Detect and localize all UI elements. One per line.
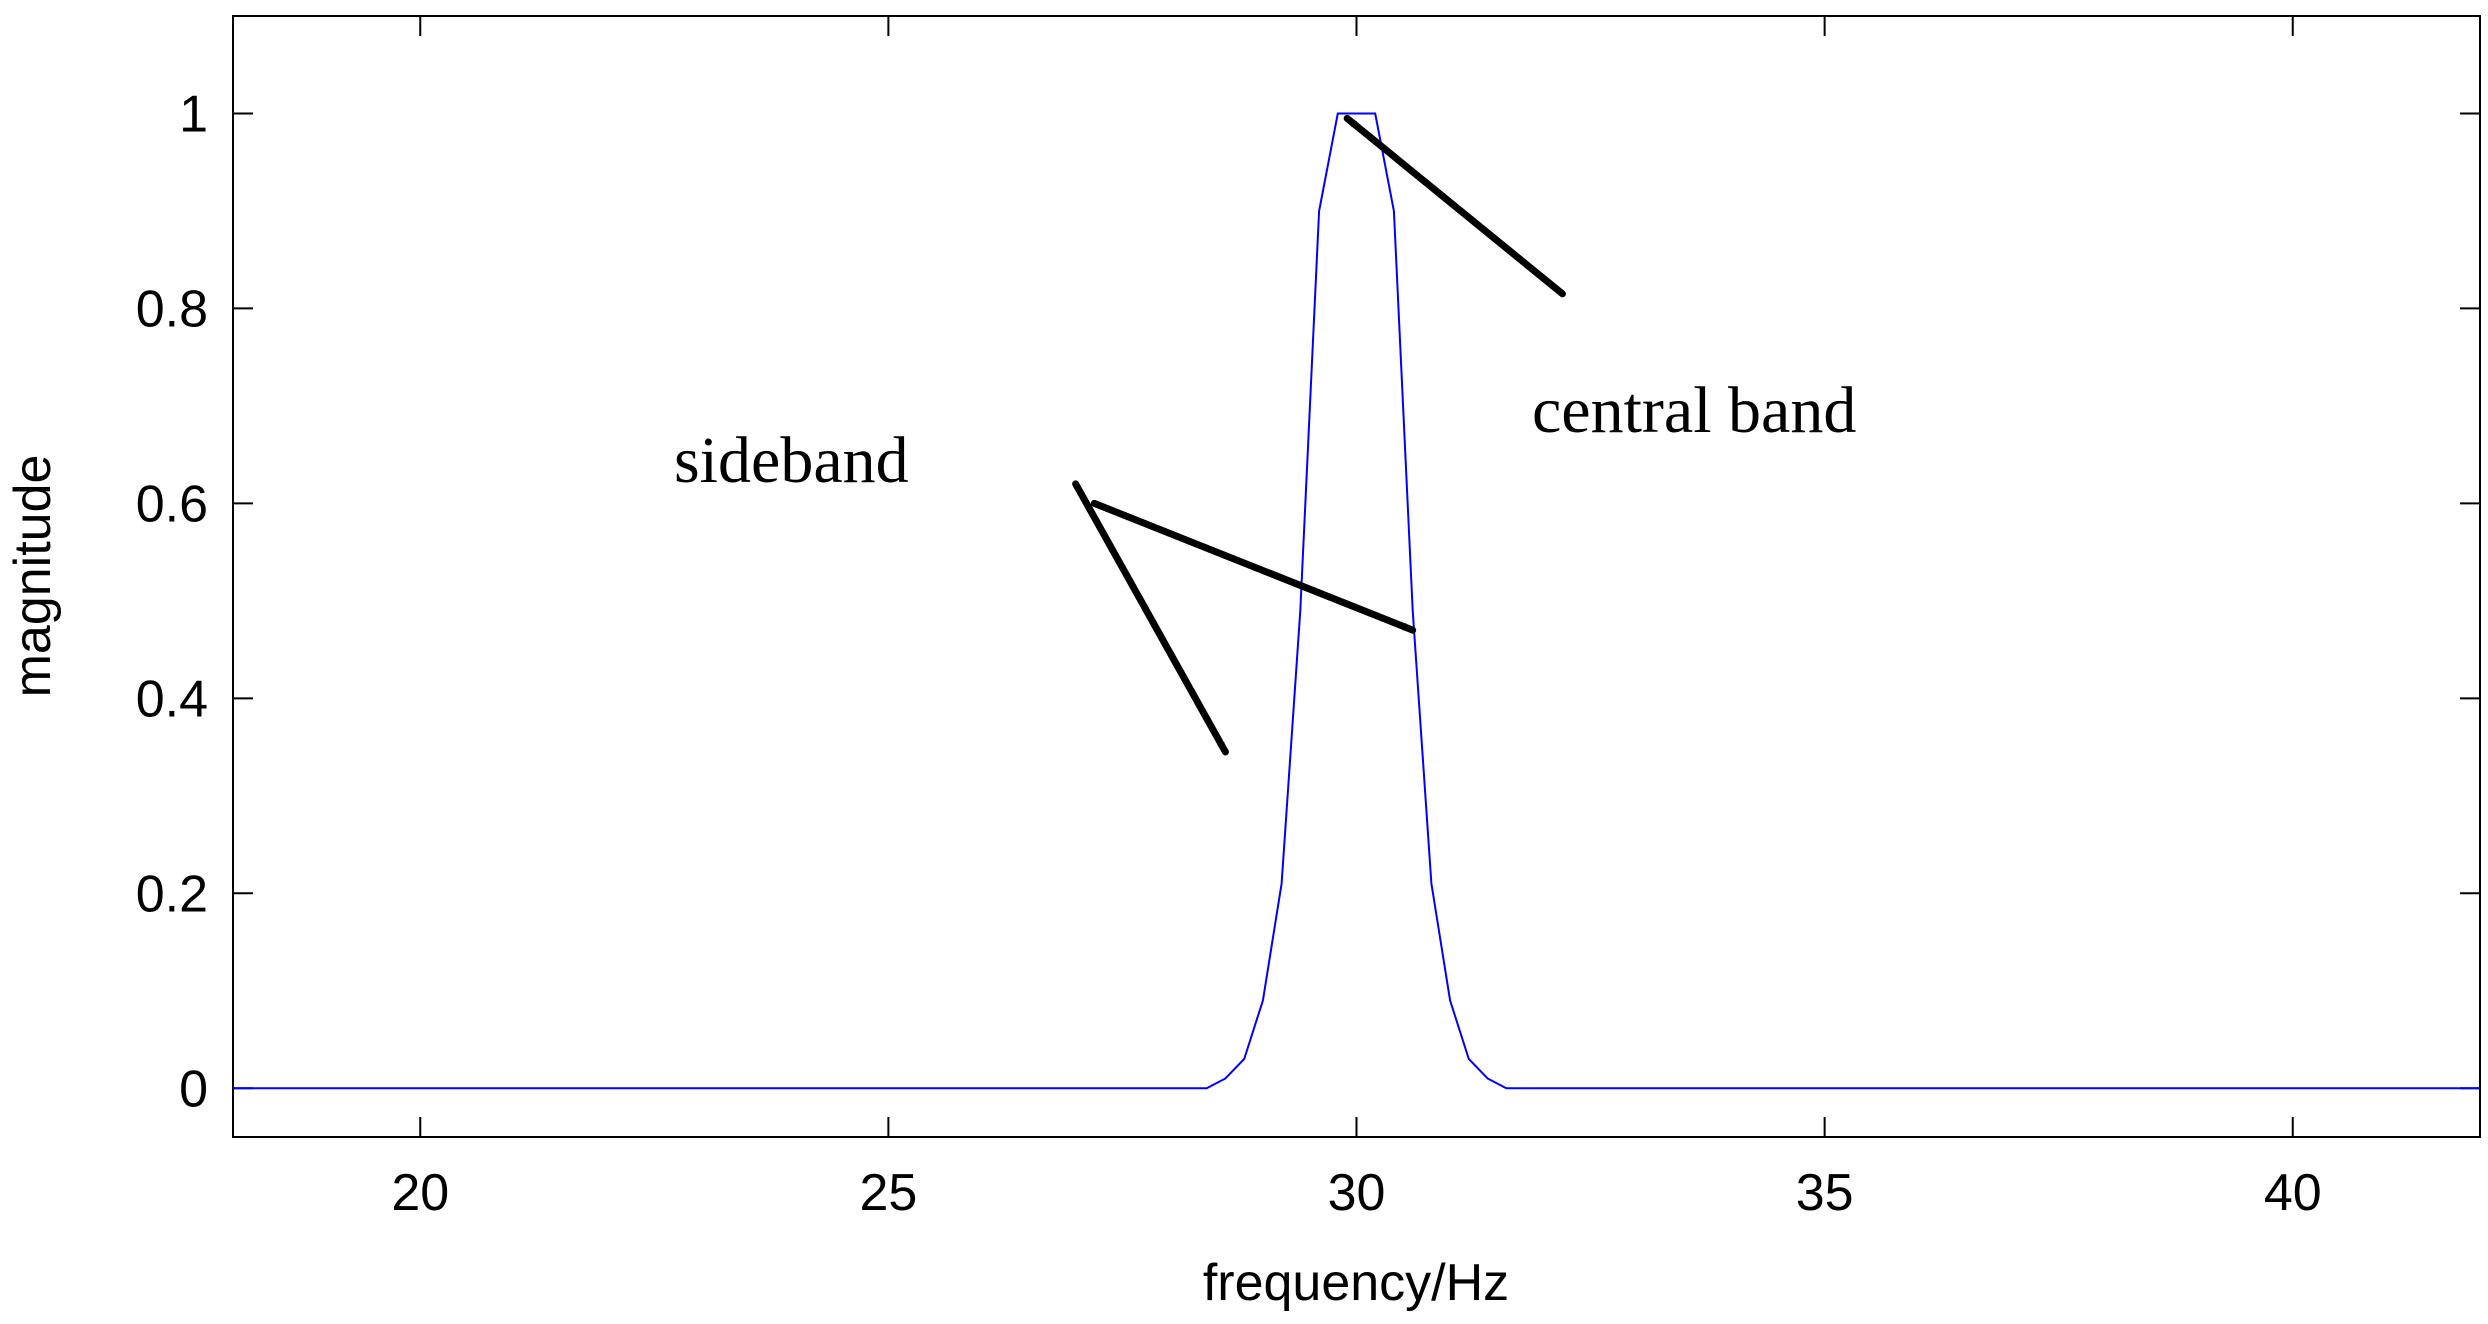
plot-area (232, 15, 2481, 1138)
y-axis-ticks: 0 0.2 0.4 0.6 0.8 1 (136, 85, 2480, 1118)
x-axis-ticks: 20 25 30 35 40 (391, 16, 2322, 1222)
annotation-arrow (1343, 114, 1566, 298)
x-tick-label: 25 (859, 1164, 917, 1222)
x-tick-label: 35 (1796, 1164, 1854, 1222)
series-line (233, 112, 2480, 1090)
annotation-label: central band (1532, 374, 1856, 447)
y-tick-label: 0.8 (136, 280, 208, 338)
annotations: central band sideband (674, 114, 1856, 756)
x-tick-label: 40 (2264, 1164, 2322, 1222)
annotation-arrow (1090, 499, 1417, 634)
series-group (233, 112, 2480, 1090)
x-axis-title: frequency/Hz (1203, 1254, 1509, 1312)
y-tick-label: 1 (179, 85, 208, 143)
y-tick-label: 0.4 (136, 670, 208, 728)
y-tick-label: 0.2 (136, 865, 208, 923)
y-axis-title: magnitude (4, 455, 62, 698)
annotation-arrow (1072, 480, 1229, 756)
y-tick-label: 0 (179, 1060, 208, 1118)
x-tick-label: 30 (1328, 1164, 1386, 1222)
x-tick-label: 20 (391, 1164, 449, 1222)
y-tick-label: 0.6 (136, 475, 208, 533)
annotation-label: sideband (674, 424, 909, 497)
